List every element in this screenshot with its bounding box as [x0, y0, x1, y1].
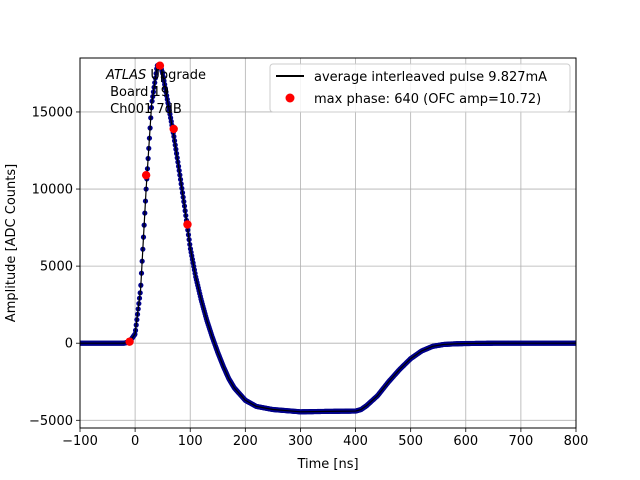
max-phase-point	[141, 170, 151, 180]
x-tick-label: 200	[233, 434, 258, 449]
max-phase-point	[169, 124, 178, 134]
atlas-label: ATLAS Upgrade	[105, 68, 206, 83]
legend: average interleaved pulse 9.827mA max ph…	[269, 63, 571, 113]
legend-box	[269, 63, 571, 113]
x-tick-label: 300	[288, 434, 313, 449]
x-axis-ticks: −100 0 100 200 300 400 500 600 700 800	[62, 428, 588, 449]
channel-label: Ch001 7dB	[106, 102, 182, 117]
atlas-italic-text: ATLAS	[105, 68, 146, 83]
x-tick-label: 400	[343, 434, 368, 449]
x-tick-label: 100	[178, 434, 203, 449]
board-label: Board 19	[106, 85, 169, 100]
x-tick-label: 800	[564, 434, 589, 449]
legend-label-pulse: average interleaved pulse 9.827mA	[314, 70, 547, 85]
x-tick-label: 500	[398, 434, 423, 449]
max-phase-point	[125, 337, 134, 346]
plot-frame	[79, 57, 577, 429]
legend-marker-swatch	[285, 93, 295, 103]
x-tick-label: 0	[131, 434, 139, 449]
max-phase-point	[183, 220, 192, 229]
y-tick-label: 0	[65, 337, 73, 352]
legend-label-max-phase: max phase: 640 (OFC amp=10.72)	[314, 92, 541, 107]
x-axis-label: Time [ns]	[296, 457, 358, 472]
x-tick-label: 600	[453, 434, 478, 449]
y-tick-label: 10000	[32, 183, 73, 198]
board-label-text: Board 19	[110, 85, 169, 100]
x-tick-label: 700	[508, 434, 533, 449]
x-tick-label: −100	[62, 434, 98, 449]
y-axis-ticks: −5000 0 5000 10000 15000	[29, 105, 80, 429]
channel-label-text: Ch001 7dB	[110, 102, 182, 117]
y-tick-label: 15000	[32, 105, 73, 120]
y-axis-label: Amplitude [ADC Counts]	[4, 164, 19, 322]
series-layer	[80, 61, 576, 415]
y-tick-label: 5000	[40, 260, 73, 275]
max-phase-point	[155, 61, 165, 70]
y-tick-label: −5000	[29, 414, 73, 429]
atlas-upgrade-text: Upgrade	[146, 68, 206, 83]
